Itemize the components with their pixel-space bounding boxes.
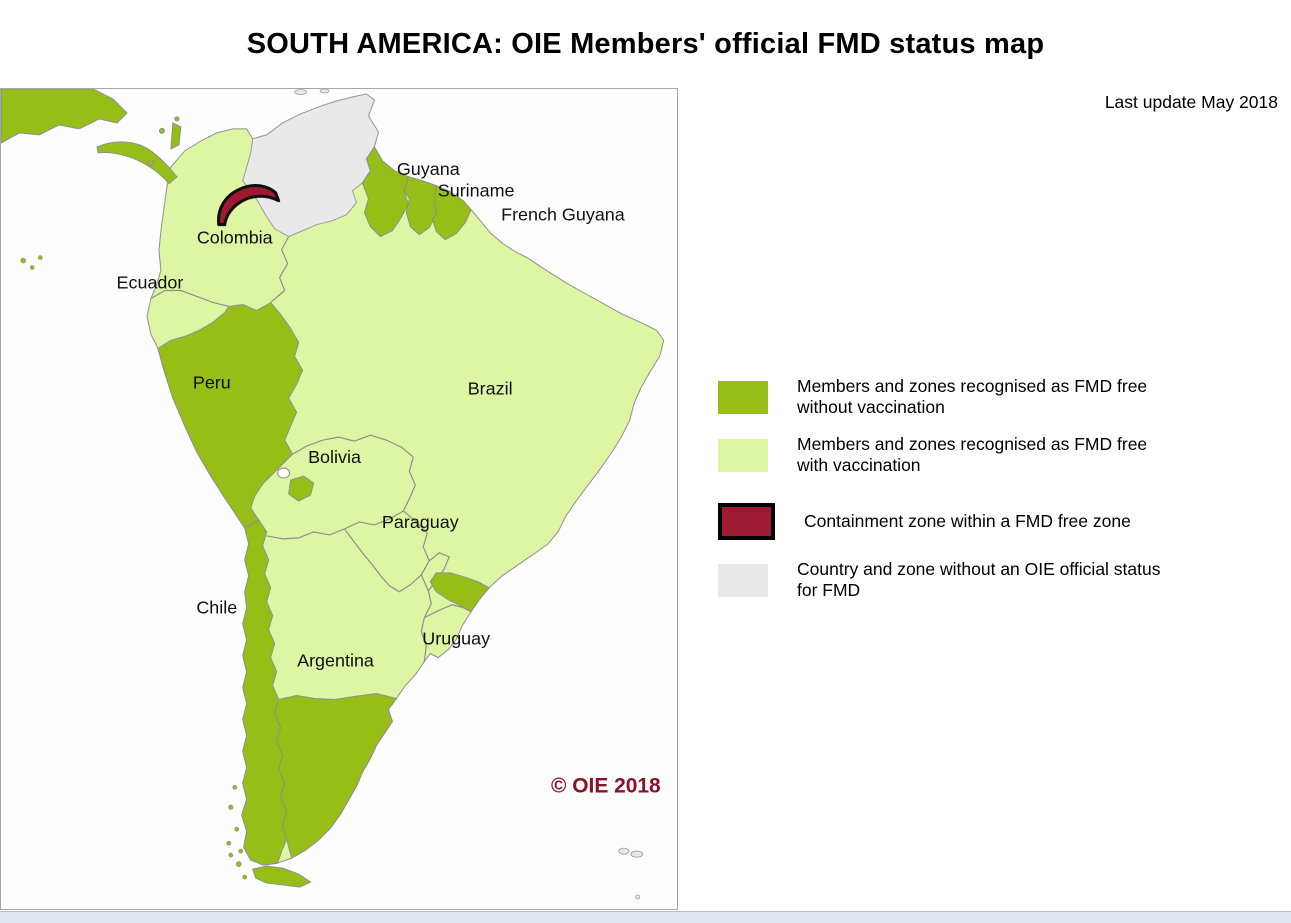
tierra-del-fuego — [252, 865, 312, 888]
gray-islands — [294, 89, 644, 900]
panama-strip — [96, 141, 178, 185]
region-santa-catarina-zone — [429, 572, 490, 613]
legend-label-containment-zone: Containment zone within a FMD free zone — [804, 511, 1131, 531]
region-bolivia-zone — [288, 475, 315, 502]
label-argentina: Argentina — [297, 651, 374, 671]
legend-item-free-without-vaccination: Members and zones recognised as FMD free… — [718, 376, 1257, 418]
lake-titicaca — [277, 467, 291, 479]
south-america-map: Guyana Suriname French Guyana Colombia E… — [1, 89, 665, 900]
legend-swatch-free-without-vaccination — [718, 380, 768, 414]
country-peru — [157, 301, 304, 529]
page-title: SOUTH AMERICA: OIE Members' official FMD… — [246, 28, 1045, 60]
internal-borders — [150, 236, 472, 662]
label-bolivia: Bolivia — [308, 447, 361, 467]
legend-item-no-status: Country and zone without an OIE official… — [718, 559, 1257, 601]
map-panel: Guyana Suriname French Guyana Colombia E… — [0, 88, 678, 910]
region-central-america — [1, 89, 182, 185]
label-paraguay: Paraguay — [382, 512, 459, 532]
copyright-text: © OIE 2018 — [551, 774, 661, 797]
region-patagonia-argentina — [274, 693, 398, 859]
label-peru: Peru — [193, 372, 231, 392]
islet — [174, 116, 180, 122]
legend-swatch-no-status — [718, 563, 768, 597]
legend-item-containment-zone: Containment zone within a FMD free zone — [718, 503, 1264, 540]
label-ecuador: Ecuador — [117, 273, 184, 293]
country-guyana — [361, 145, 409, 238]
label-chile: Chile — [196, 598, 237, 618]
label-french-guyana: French Guyana — [501, 205, 625, 225]
legend-label-free-without-vaccination: Members and zones recognised as FMD free… — [797, 376, 1148, 417]
falkland-island-west — [618, 847, 630, 855]
legend-swatch-free-with-vaccination — [718, 438, 768, 472]
islet — [147, 159, 155, 167]
country-french-guiana — [431, 185, 472, 241]
central-america-mass — [1, 89, 128, 144]
country-suriname — [403, 176, 437, 236]
label-guyana: Guyana — [397, 159, 460, 179]
label-brazil: Brazil — [468, 378, 513, 398]
islet — [158, 127, 165, 134]
bottom-scrollbar[interactable] — [0, 911, 1291, 923]
label-suriname: Suriname — [438, 181, 515, 201]
last-update-text: Last update May 2018 — [1104, 92, 1278, 112]
galapagos-islands — [20, 255, 43, 270]
legend-swatch-containment-zone — [718, 503, 775, 540]
falkland-island-east — [630, 850, 644, 858]
legend-label-no-status: Country and zone without an OIE official… — [797, 559, 1161, 600]
small-island — [635, 894, 641, 900]
containment-zone-colombia — [217, 184, 281, 227]
label-colombia: Colombia — [197, 228, 273, 248]
label-uruguay: Uruguay — [422, 629, 490, 649]
legend-item-free-with-vaccination: Members and zones recognised as FMD free… — [718, 434, 1257, 476]
coastal-strip — [170, 122, 182, 150]
southern-islands — [226, 784, 312, 888]
legend-label-free-with-vaccination: Members and zones recognised as FMD free… — [797, 434, 1148, 475]
country-chile — [241, 519, 288, 866]
